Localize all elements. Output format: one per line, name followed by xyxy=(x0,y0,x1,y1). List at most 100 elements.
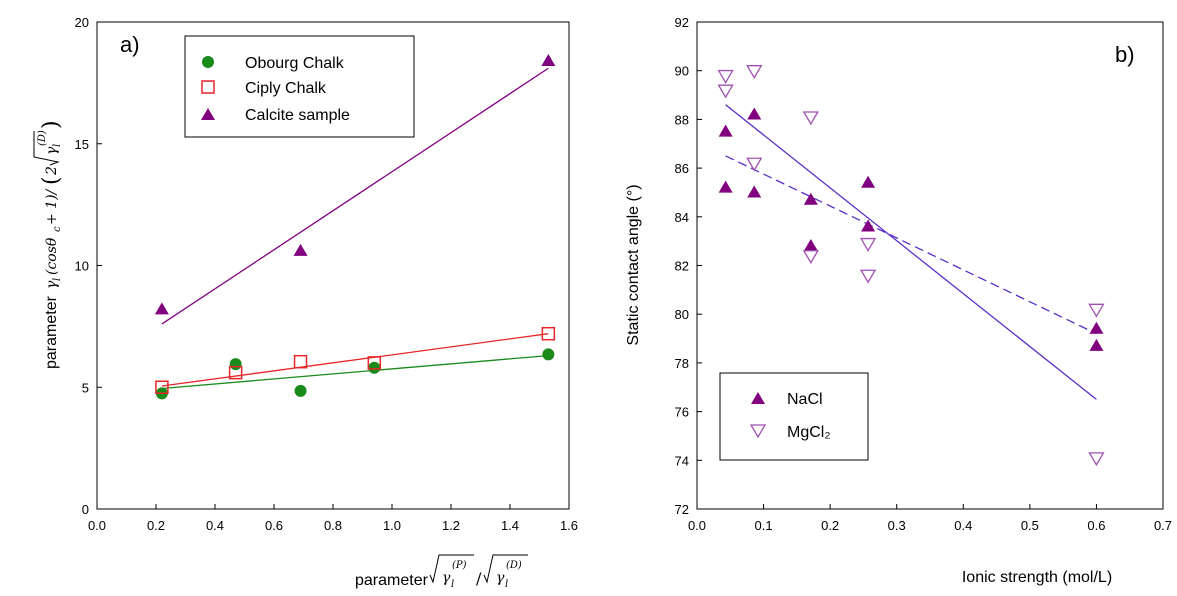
legend-label-obourg: Obourg Chalk xyxy=(245,55,345,72)
panel-b-series-0-point xyxy=(718,124,733,137)
panel-b-series-0-point xyxy=(803,239,818,252)
legend-marker-calcite xyxy=(201,108,215,120)
panel-b-fit-line-1 xyxy=(725,155,1097,335)
panel-a-series-0-point xyxy=(294,384,307,397)
panel-b-y-tick-label: 78 xyxy=(675,356,689,371)
panel-b-y-tick-label: 84 xyxy=(675,210,689,225)
panel-b-series-0-point xyxy=(861,219,876,232)
panel-b-legend: NaCl MgCl₂ xyxy=(719,372,869,461)
panel-a-y-tick-label: 15 xyxy=(75,137,89,152)
panel-b-legend-box xyxy=(719,372,869,461)
legend-label-mgcl2: MgCl₂ xyxy=(787,424,831,441)
panel-b-x-tick-label: 0.2 xyxy=(821,518,839,533)
panel-a-x-tick-label: 1.2 xyxy=(442,518,460,533)
panel-a-series-1-point xyxy=(541,326,556,341)
panel-b-y-tick-label: 80 xyxy=(675,307,689,322)
svg-text:l: l xyxy=(52,278,63,281)
svg-text:(: ( xyxy=(39,176,64,185)
panel-b-series-0-point xyxy=(1089,338,1104,351)
svg-text:c: c xyxy=(52,226,63,232)
panel-b-y-tick-label: 88 xyxy=(675,112,689,127)
panel-b-series-0-point xyxy=(747,107,762,120)
svg-text:(D): (D) xyxy=(506,560,522,571)
panel-b-y-ticks: 72 74 76 78 80 82 84 86 88 90 92 xyxy=(675,15,702,517)
panel-b-series-1-point xyxy=(746,65,763,79)
panel-a-fit-lines xyxy=(161,67,549,390)
panel-b-y-tick-label: 86 xyxy=(675,161,689,176)
panel-b-series-0-point xyxy=(803,192,818,205)
svg-text:l: l xyxy=(451,579,454,590)
panel-a-x-tick-label: 0.0 xyxy=(88,518,106,533)
legend-label-nacl: NaCl xyxy=(787,391,823,408)
panel-b-x-tick-label: 0.6 xyxy=(1087,518,1105,533)
panel-a-fit-line-1 xyxy=(161,333,549,387)
panel-b-series-1-point xyxy=(802,250,819,265)
panel-b-y-tick-label: 76 xyxy=(675,405,689,420)
panel-b-series-1-point xyxy=(859,237,877,252)
panel-a-y-tick-label: 5 xyxy=(82,380,89,395)
panel-b-y-axis-label: Static contact angle (°) xyxy=(625,184,642,345)
panel-b-chart: 0.0 0.1 0.2 0.3 0.4 0.5 0.6 0.7 72 74 76 78 80 82 84 8… xyxy=(625,15,1172,586)
panel-a-series-2-point xyxy=(293,243,308,256)
svg-text:(cosθ: (cosθ xyxy=(44,237,60,275)
legend-marker-mgcl2 xyxy=(749,424,767,439)
legend-label-calcite: Calcite sample xyxy=(245,107,350,124)
panel-a-y-label-formula: γ l (cosθ c + 1)/ ( 2 γ l (D) ) xyxy=(33,120,64,289)
panel-b-series-1-point xyxy=(1088,303,1105,318)
panel-a-x-tick-label: 1.0 xyxy=(383,518,401,533)
panel-b-x-axis-label: Ionic strength (mol/L) xyxy=(962,569,1112,586)
legend-label-ciply: Ciply Chalk xyxy=(245,80,327,97)
panel-b-y-tick-label: 72 xyxy=(675,502,689,517)
panel-a-y-tick-label: 10 xyxy=(75,259,89,274)
svg-text:2: 2 xyxy=(44,166,60,176)
panel-a-y-axis-label: parameter γ l (cosθ c + 1)/ ( 2 γ l (D) … xyxy=(33,120,64,369)
panel-a-series-1-point xyxy=(367,356,382,370)
panel-a-x-tick-label: 0.4 xyxy=(206,518,224,533)
panel-a-y-ticks: 0 5 10 15 20 xyxy=(75,15,102,517)
panel-a-x-tick-label: 1.4 xyxy=(501,518,519,533)
svg-text:γ: γ xyxy=(44,146,60,155)
legend-marker-nacl xyxy=(751,392,765,404)
panel-a-fit-line-2 xyxy=(161,67,549,325)
svg-text:(P): (P) xyxy=(452,560,467,571)
panel-a-label: a) xyxy=(120,32,140,57)
panel-a-y-tick-label: 0 xyxy=(82,502,89,517)
panel-a-legend-box xyxy=(184,35,415,138)
panel-b-series-0-point xyxy=(718,180,733,193)
panel-a-series-0-point xyxy=(542,348,555,361)
panel-a-x-axis-label: parameter γ l (P) / γ l (D) xyxy=(355,554,528,590)
panel-a-y-tick-label: 20 xyxy=(75,15,89,30)
panel-a-series-2-point xyxy=(541,53,556,66)
panel-a-x-label-prefix: parameter xyxy=(355,572,429,589)
svg-text:l: l xyxy=(505,579,508,590)
panel-a-x-tick-label: 0.2 xyxy=(147,518,165,533)
svg-text:γ: γ xyxy=(44,280,60,289)
panel-b-y-tick-label: 90 xyxy=(675,64,689,79)
panel-b-series-1-point xyxy=(802,111,819,126)
panel-b-series-1-point xyxy=(717,84,734,99)
panel-b-x-tick-label: 0.7 xyxy=(1154,518,1172,533)
svg-text:): ) xyxy=(39,120,64,129)
panel-a-series-0-point xyxy=(229,358,242,371)
panel-b-x-tick-label: 0.0 xyxy=(688,518,706,533)
panel-a-series-0-point xyxy=(368,361,381,374)
panel-b-y-tick-label: 74 xyxy=(675,453,689,468)
panel-a-series-2-point xyxy=(154,302,169,315)
panel-b-series-0-point xyxy=(861,175,876,188)
panel-b-y-tick-label: 82 xyxy=(675,259,689,274)
panel-b-series-0-point xyxy=(1089,321,1104,334)
svg-text:γ: γ xyxy=(496,570,505,586)
svg-text:γ: γ xyxy=(442,570,451,586)
panel-a-x-tick-label: 0.8 xyxy=(324,518,342,533)
panel-a-x-tick-label: 1.6 xyxy=(560,518,578,533)
panel-b-series-1-point xyxy=(717,69,734,84)
panel-a-x-tick-label: 0.6 xyxy=(265,518,283,533)
panel-a-series-1-point xyxy=(228,365,243,380)
panel-b-series-1-point xyxy=(1088,452,1105,467)
panel-b-series-1-point xyxy=(746,157,763,172)
panel-b-x-tick-label: 0.1 xyxy=(755,518,773,533)
panel-b-label: b) xyxy=(1115,42,1135,67)
svg-text:(D): (D) xyxy=(37,130,48,146)
